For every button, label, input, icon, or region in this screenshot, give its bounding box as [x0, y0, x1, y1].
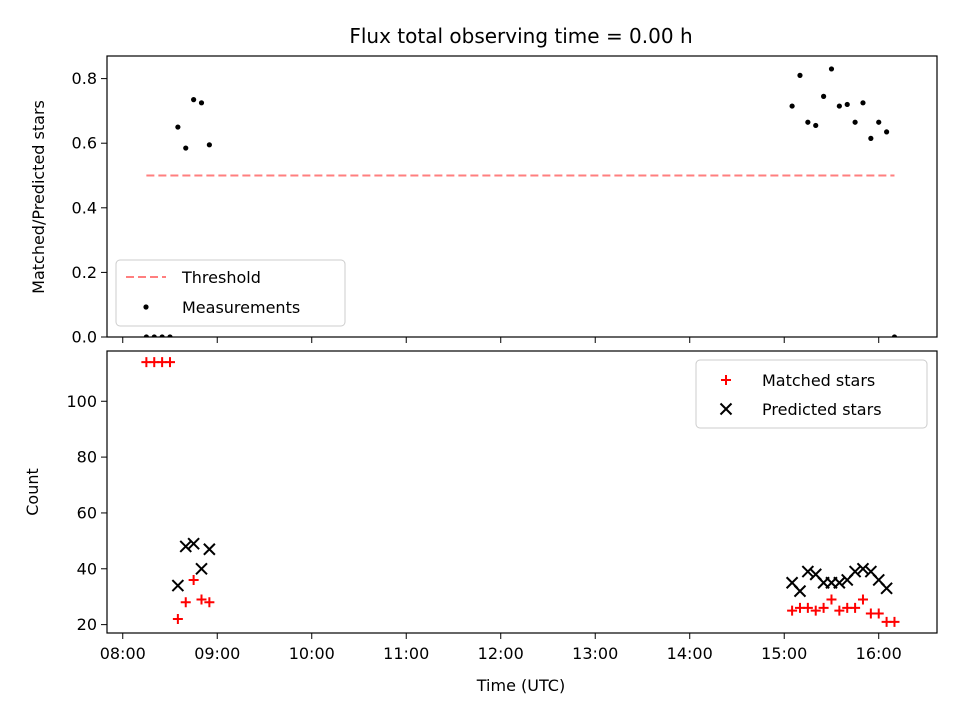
- measurement-point: [813, 122, 819, 129]
- y-tick-label: 0.8: [72, 69, 97, 88]
- legend-box: [695, 359, 928, 429]
- x-tick-label: 13:00: [572, 644, 618, 663]
- matched-star-point: [787, 605, 798, 616]
- plot-area: [143, 66, 898, 337]
- bottom-axes: 20 40 60 80 100 08:00 09:00 10:00 11:00 12:00 13:0…: [66, 350, 938, 663]
- x-tick-label: 15:00: [761, 644, 807, 663]
- measurement-point: [828, 66, 835, 72]
- legend: Matched stars Predicted stars: [695, 359, 928, 429]
- legend-label-matched: Matched stars: [762, 371, 875, 390]
- matched-star-point: [802, 602, 813, 613]
- y-tick-label: 20: [77, 615, 97, 634]
- x-tick-label: 12:00: [478, 644, 524, 663]
- matched-star-point: [196, 594, 207, 605]
- y-tick-label: 80: [77, 448, 97, 467]
- measurement-point: [852, 119, 858, 125]
- y-tick-label: 0.4: [72, 198, 97, 217]
- x-tick-label: 10:00: [289, 644, 335, 663]
- legend-label-measurements: Measurements: [182, 298, 300, 317]
- measurement-point: [891, 334, 898, 337]
- top-axes: 0.0 0.2 0.4 0.6 0.8 Threshold Measurements: [72, 55, 938, 347]
- plot-area: [141, 357, 900, 627]
- y-tick-label: 0.0: [72, 328, 97, 347]
- measurement-point: [860, 100, 866, 106]
- axes-frame: [106, 350, 938, 634]
- measurement-point: [198, 100, 205, 106]
- matched-star-point: [164, 357, 175, 368]
- measurement-point: [789, 103, 795, 109]
- matched-star-point: [889, 616, 900, 627]
- predicted-star-point: [203, 543, 216, 556]
- measurement-point: [151, 334, 157, 337]
- matched-star-point: [850, 602, 861, 613]
- matched-star-point: [857, 594, 868, 605]
- bottom-y-axis-label: Count: [23, 468, 42, 516]
- predicted-star-point: [848, 565, 862, 578]
- predicted-star-point: [856, 562, 870, 575]
- measurement-point: [868, 135, 874, 141]
- matched-star-point: [873, 608, 884, 619]
- measurement-point: [821, 93, 827, 99]
- measurement-point: [805, 119, 811, 125]
- measurement-point: [143, 334, 149, 337]
- measurement-point: [191, 97, 197, 103]
- x-tick-label: 09:00: [194, 644, 240, 663]
- matched-star-point: [188, 574, 199, 585]
- predicted-star-point: [880, 582, 893, 595]
- matched-star-point: [810, 605, 821, 616]
- matched-star-point: [826, 594, 837, 605]
- measurement-point: [797, 72, 803, 78]
- matched-star-point: [204, 597, 215, 608]
- predicted-star-point: [179, 540, 192, 553]
- measurement-point: [884, 129, 890, 135]
- x-tick-label: 14:00: [667, 644, 713, 663]
- x-tick-label: 16:00: [856, 644, 902, 663]
- measurement-point: [167, 334, 173, 337]
- predicted-star-point: [171, 579, 185, 592]
- measurement-point: [159, 334, 165, 337]
- matched-star-point: [818, 602, 829, 613]
- legend-predicted-swatch: [719, 402, 733, 416]
- predicted-star-point: [195, 562, 208, 575]
- legend-matched-swatch: [721, 375, 731, 385]
- legend-box: [115, 259, 346, 327]
- top-y-axis-label: Matched/Predicted stars: [29, 100, 48, 294]
- y-tick-label: 0.2: [72, 263, 97, 282]
- y-tick-label: 100: [66, 392, 97, 411]
- predicted-star-point: [187, 537, 200, 550]
- matched-star-point: [834, 605, 845, 616]
- matched-star-point: [180, 597, 191, 608]
- measurement-point: [175, 124, 181, 130]
- y-tick-label: 0.6: [72, 134, 97, 153]
- predicted-star-point: [793, 584, 807, 598]
- predicted-star-point: [833, 576, 846, 589]
- x-axis-label: Time (UTC): [476, 676, 565, 695]
- y-tick-label: 60: [77, 503, 97, 522]
- measurement-point: [876, 119, 882, 125]
- legend-measurements-swatch: [143, 304, 149, 310]
- measurement-point: [844, 101, 850, 108]
- y-tick-label: 40: [77, 559, 97, 578]
- x-tick-label: 11:00: [383, 644, 429, 663]
- axes-frame: [106, 55, 938, 338]
- x-tick-label: 08:00: [100, 644, 146, 663]
- legend-label-predicted: Predicted stars: [762, 400, 882, 419]
- legend: Threshold Measurements: [115, 259, 346, 327]
- measurement-point: [183, 145, 189, 151]
- measurement-point: [836, 103, 842, 109]
- legend-label-threshold: Threshold: [181, 268, 261, 287]
- chart-title: Flux total observing time = 0.00 h: [349, 24, 692, 48]
- predicted-star-point: [801, 565, 815, 578]
- measurement-point: [206, 142, 212, 148]
- matched-star-point: [172, 614, 183, 625]
